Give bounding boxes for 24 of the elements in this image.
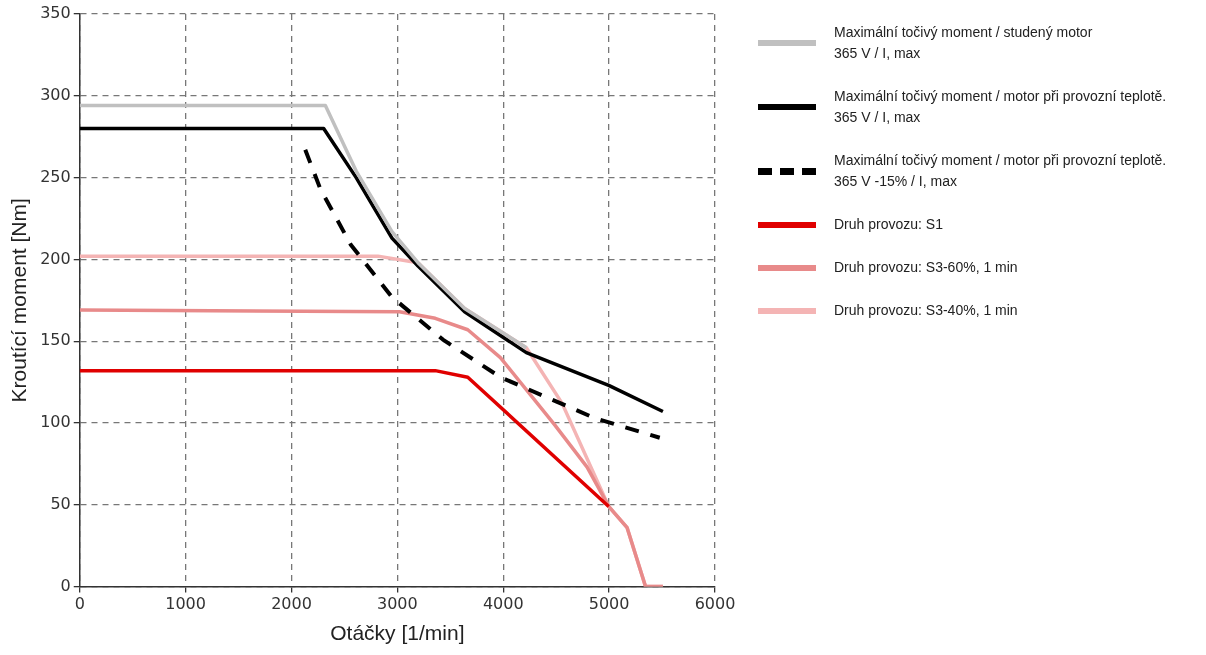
x-tick-label: 1000 <box>165 594 206 614</box>
x-tick-label: 3000 <box>377 594 418 614</box>
line-series <box>303 147 662 440</box>
x-tick-label: 4000 <box>482 594 524 614</box>
legend-label: Druh provozu: S1 <box>834 215 943 234</box>
y-tick-label: 200 <box>40 248 71 268</box>
y-tick-label: 300 <box>40 84 71 104</box>
legend-label: Maximální točivý moment / motor při provozní teplotě. 365 V / I, max <box>834 87 1167 127</box>
legend-label: Maximální točivý moment / motor při provozní teplotě. 365 V -15% / I, max <box>834 151 1167 191</box>
y-tick-label: 0 <box>60 575 71 595</box>
x-tick-label: 0 <box>74 594 85 614</box>
y-tick-label: 50 <box>50 493 71 513</box>
y-tick-label: 350 <box>40 3 71 23</box>
legend-label: Druh provozu: S3-40%, 1 min <box>834 301 1018 320</box>
x-tick-label: 5000 <box>588 594 630 614</box>
x-axis-title: Otáčky [1/min] <box>330 621 465 645</box>
x-tick-label: 6000 <box>694 594 736 614</box>
y-tick-label: 150 <box>40 330 71 350</box>
y-tick-label: 100 <box>40 412 71 432</box>
legend-label: Maximální točivý moment / studený motor 365 V / I, max <box>834 23 1093 63</box>
y-tick-label: 250 <box>40 166 71 186</box>
y-axis-title: Kroutící moment [Nm] <box>7 198 31 403</box>
x-tick-label: 2000 <box>271 594 312 614</box>
legend-label: Druh provozu: S3-60%, 1 min <box>834 258 1018 277</box>
